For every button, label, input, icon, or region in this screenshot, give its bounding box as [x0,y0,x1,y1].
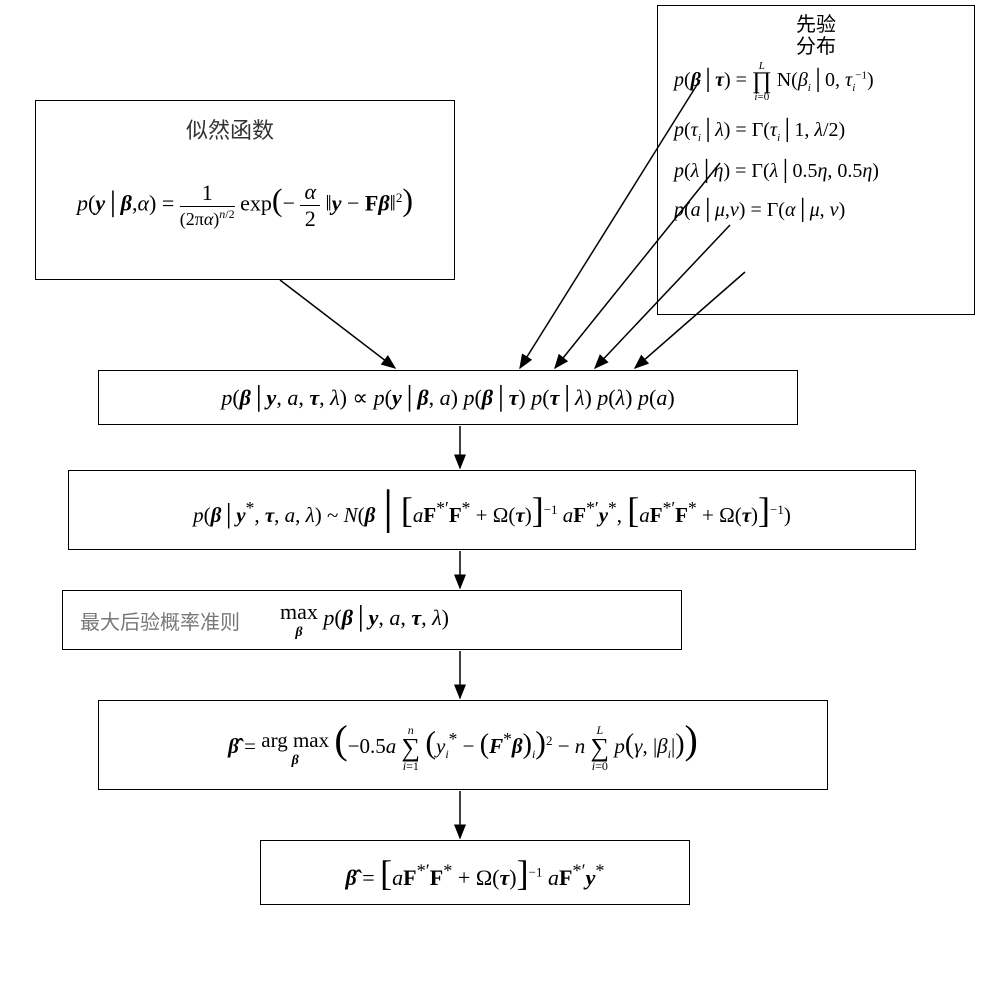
prior-tau-formula: p(τi│λ) = Γ(τi│1, λ/2) [670,119,962,144]
posterior-box: p(β│y, a, τ, λ) ∝ p(y│β, a) p(β│τ) p(τ│λ… [98,370,798,425]
argmax-box: β̂ = arg max β (−0.5a n ∑ i=1 (yi* − (F*… [98,700,828,790]
likelihood-title: 似然函数 [186,113,274,145]
posterior-formula: p(β│y, a, τ, λ) ∝ p(y│β, a) p(β│τ) p(τ│λ… [221,385,674,411]
prior-title-2: 分布 [670,36,962,58]
solution-box: β̂ = [aF*′F* + Ω(τ)]−1 aF*′y* [260,840,690,905]
prior-lambda-formula: p(λ│η) = Γ(λ│0.5η, 0.5η) [670,160,962,183]
likelihood-formula: p(y│β,α) = 1 (2πα)n/2 exp(− α 2 ‖y − Fβ‖… [77,179,413,232]
map-box: 最大后验概率准则 max β p(β│y, a, τ, λ) [62,590,682,650]
conditional-formula: p(β│y*, τ, a, λ) ~ N(β│[aF*′F* + Ω(τ)]−1… [193,489,791,531]
map-formula: max β p(β│y, a, τ, λ) [280,599,449,641]
conditional-box: p(β│y*, τ, a, λ) ~ N(β│[aF*′F* + Ω(τ)]−1… [68,470,916,550]
likelihood-box: 似然函数 p(y│β,α) = 1 (2πα)n/2 exp(− α 2 ‖y … [35,100,455,280]
prior-beta-formula: p(β│τ) = L ∏ i=0 N(βi│0, τi−1) [670,60,962,103]
prior-box: 先验 分布 p(β│τ) = L ∏ i=0 N(βi│0, τi−1) p(τ… [657,5,975,315]
prior-alpha-formula: p(a│μ,ν) = Γ(α│μ, ν) [670,199,962,222]
argmax-formula: β̂ = arg max β (−0.5a n ∑ i=1 (yi* − (F*… [228,716,698,774]
solution-formula: β̂ = [aF*′F* + Ω(τ)]−1 aF*′y* [345,852,604,894]
map-criterion-label: 最大后验概率准则 [80,606,240,635]
prior-title-1: 先验 [670,14,962,36]
